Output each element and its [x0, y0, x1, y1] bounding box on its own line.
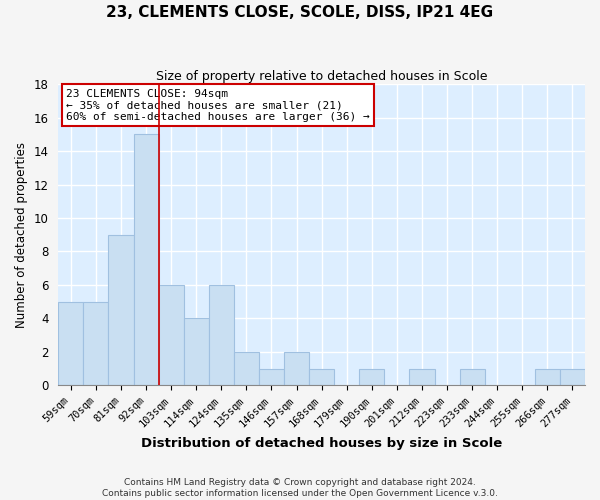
Bar: [560, 368, 585, 386]
Bar: [535, 368, 560, 386]
Title: Size of property relative to detached houses in Scole: Size of property relative to detached ho…: [156, 70, 487, 83]
Bar: [284, 352, 309, 386]
Bar: [158, 285, 184, 386]
Bar: [134, 134, 158, 386]
Bar: [209, 285, 234, 386]
Text: 23, CLEMENTS CLOSE, SCOLE, DISS, IP21 4EG: 23, CLEMENTS CLOSE, SCOLE, DISS, IP21 4E…: [106, 5, 494, 20]
Bar: [234, 352, 259, 386]
Bar: [409, 368, 434, 386]
Bar: [259, 368, 284, 386]
X-axis label: Distribution of detached houses by size in Scole: Distribution of detached houses by size …: [141, 437, 502, 450]
Y-axis label: Number of detached properties: Number of detached properties: [15, 142, 28, 328]
Text: Contains HM Land Registry data © Crown copyright and database right 2024.
Contai: Contains HM Land Registry data © Crown c…: [102, 478, 498, 498]
Bar: [359, 368, 385, 386]
Bar: [58, 302, 83, 386]
Bar: [309, 368, 334, 386]
Text: 23 CLEMENTS CLOSE: 94sqm
← 35% of detached houses are smaller (21)
60% of semi-d: 23 CLEMENTS CLOSE: 94sqm ← 35% of detach…: [66, 88, 370, 122]
Bar: [460, 368, 485, 386]
Bar: [109, 235, 134, 386]
Bar: [184, 318, 209, 386]
Bar: [83, 302, 109, 386]
